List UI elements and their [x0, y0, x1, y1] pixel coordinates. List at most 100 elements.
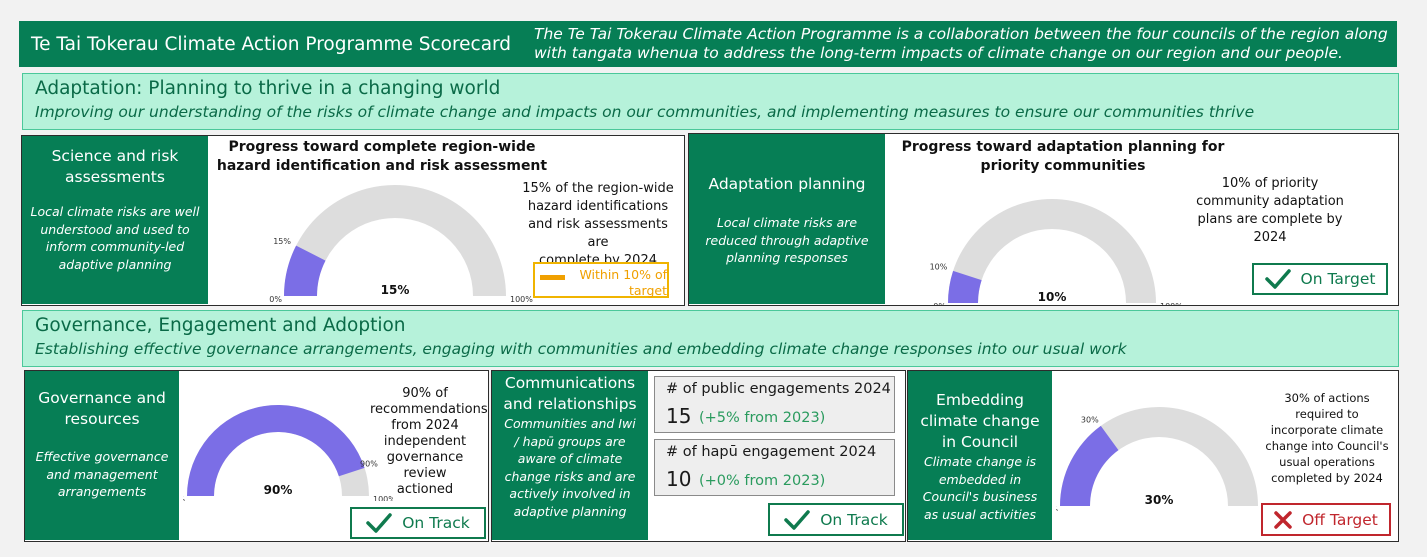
status-label-line: Within 10% of	[579, 267, 667, 282]
adaptation-planning-side-panel: Adaptation planning Local climate risks …	[689, 134, 885, 304]
card-description-line: arrangements	[57, 484, 147, 499]
gauge-description: 15% of the region-wide hazard identifica…	[519, 180, 677, 270]
public-engagements-metric: # of public engagements 2024 15 (+5% fro…	[654, 376, 895, 433]
gauge-min-label: 0%	[183, 495, 185, 501]
gauge-description: 30% of actions required to incorporate c…	[1263, 390, 1391, 486]
status-label: Off Target	[1302, 510, 1378, 529]
card-heading-line: Science and risk	[51, 147, 179, 165]
status-label: On Target	[1300, 270, 1376, 288]
governance-resources-side-panel: Governance and resources Effective gover…	[25, 371, 179, 540]
gauge-track	[1060, 407, 1258, 506]
gauge-description-line: actioned	[396, 482, 454, 497]
gauge-description-line: from 2024	[391, 418, 459, 433]
governance-resources-card: Governance and resources Effective gover…	[24, 370, 489, 542]
card-description-line: adaptive planning	[58, 256, 172, 272]
gauge-max-label: 100%	[373, 495, 393, 501]
checkmark-icon	[366, 513, 392, 533]
metric-label: # of hapū engagement 2024	[666, 444, 877, 460]
embedding-side-panel: Embedding climate change in Council Clim…	[908, 371, 1052, 540]
card-description-line: reduced through adaptive	[705, 232, 869, 248]
metric-change: (+5% from 2023)	[699, 410, 826, 426]
embedding-actions-gauge: 30%0%100%30%	[1056, 407, 1281, 511]
gauge-title: Progress toward adaptation planning for …	[888, 138, 1238, 176]
cross-icon	[1274, 510, 1292, 529]
card-description: Effective governance and management arra…	[25, 448, 179, 501]
card-description-line: Communities and Iwi	[504, 416, 636, 431]
card-description: Local climate risks are reduced through …	[689, 214, 885, 267]
card-description-line: adaptive planning	[513, 503, 627, 519]
checkmark-icon	[1264, 269, 1291, 289]
gauge-description-line: 10% of priority	[1221, 176, 1319, 191]
gauge-min-label: 0%	[933, 302, 946, 305]
gauge-value-tick-label: 15%	[273, 237, 291, 246]
gauge-fill	[1060, 425, 1119, 506]
gauge-fill	[187, 405, 365, 496]
section-subtitle: Establishing effective governance arrang…	[35, 340, 1127, 358]
science-risk-card: Science and risk assessments Local clima…	[21, 135, 685, 306]
hazard-risk-gauge: 15% 0% 100% 15%	[269, 185, 533, 304]
card-description-line: Local climate risks are well	[30, 204, 200, 219]
gauge-max-label: 100%	[510, 295, 533, 304]
card-description-line: and management	[46, 466, 158, 482]
gauge-description: 10% of priority community adaptation pla…	[1188, 175, 1352, 247]
card-description-line: planning responses	[726, 250, 848, 265]
checkmark-icon	[784, 509, 810, 530]
off-target-status-badge: Off Target	[1261, 503, 1391, 536]
card-heading-line: and relationships	[503, 395, 637, 413]
section-subtitle: Improving our understanding of the risks…	[35, 103, 1255, 121]
card-description-line: change risks and are	[504, 468, 636, 484]
gauge-description-line: incorporate climate	[1270, 423, 1384, 437]
adaptation-section-banner: Adaptation: Planning to thrive in a chan…	[22, 73, 1399, 130]
card-description: Local climate risks are well understood …	[22, 203, 208, 273]
card-description: Climate change is embedded in Council's …	[908, 453, 1052, 523]
gauge-value-label: 90%	[264, 483, 293, 497]
gauge-min-label: 0%	[269, 295, 282, 304]
gauge-description-line: governance review	[386, 450, 464, 481]
programme-description: The Te Tai Tokerau Climate Action Progra…	[534, 25, 1394, 63]
gauge-value-label: 30%	[1145, 493, 1174, 507]
card-description-line: understood and used to	[40, 221, 190, 237]
gauge-description-line: and risk assessments are	[528, 217, 668, 250]
within-target-status-badge: Within 10% of target	[533, 262, 669, 298]
gauge-value-label: 10%	[1038, 290, 1067, 304]
page-title: Te Tai Tokerau Climate Action Programme …	[31, 34, 512, 55]
metric-change: (+0% from 2023)	[699, 473, 826, 489]
card-heading-line: resources	[64, 410, 140, 428]
governance-section-banner: Governance, Engagement and Adoption Esta…	[22, 310, 1399, 367]
gauge-title-line: Progress toward complete region-wide	[228, 139, 536, 155]
gauge-value-tick-label: 10%	[930, 263, 948, 272]
gauge-track	[284, 185, 506, 296]
card-description-line: / hapū groups are	[514, 433, 626, 449]
dash-icon	[540, 275, 565, 280]
card-description-line: embedded in	[938, 471, 1022, 487]
card-heading-line: climate change	[920, 412, 1040, 430]
gauge-value-tick-label: 90%	[360, 460, 378, 469]
scorecard-header: Te Tai Tokerau Climate Action Programme …	[19, 21, 1397, 67]
hapu-engagement-metric: # of hapū engagement 2024 10 (+0% from 2…	[654, 439, 895, 496]
gauge-description-line: 2024	[1253, 230, 1287, 245]
metric-label: # of public engagements 2024	[666, 381, 891, 397]
section-title: Governance, Engagement and Adoption	[35, 315, 406, 336]
card-description-line: aware of climate	[517, 451, 623, 466]
card-heading-line: in Council	[941, 433, 1019, 451]
gauge-description-line: usual operations	[1279, 455, 1375, 469]
metric-value: 15	[666, 404, 692, 428]
gauge-description-line: 30% of actions	[1284, 391, 1370, 405]
card-heading: Science and risk assessments	[22, 146, 208, 188]
gauge-description-line: hazard identifications	[527, 199, 669, 214]
gauge-description-line: 90% of	[402, 386, 448, 401]
card-description-line: Local climate risks are	[716, 215, 858, 230]
card-heading-line: Embedding	[936, 391, 1024, 409]
gauge-description: 90% of recommendations from 2024 indepen…	[370, 386, 488, 498]
card-description-line: as usual activities	[924, 506, 1036, 522]
card-heading-line: Communications	[504, 374, 636, 392]
card-heading: Embedding climate change in Council	[908, 390, 1052, 453]
gauge-description-line: change into Council's	[1265, 439, 1389, 453]
gauge-description-line: completed by 2024	[1271, 471, 1383, 485]
status-label: Within 10% of target	[567, 267, 667, 299]
gauge-description-line: community adaptation	[1196, 194, 1344, 209]
metric-value: 10	[666, 467, 692, 491]
gauge-title-line: Progress toward adaptation planning for	[901, 139, 1225, 155]
science-risk-side-panel: Science and risk assessments Local clima…	[22, 136, 208, 304]
on-track-status-badge: On Track	[768, 503, 904, 536]
